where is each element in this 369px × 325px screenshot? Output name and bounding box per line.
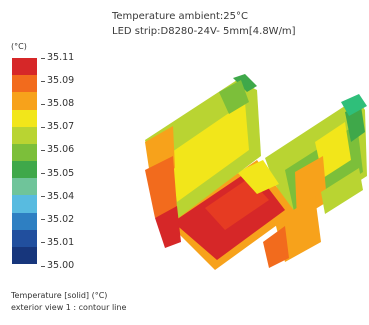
- tick-mark: [41, 80, 45, 82]
- color-scale-segment: [12, 161, 37, 179]
- color-scale-segment: [12, 246, 37, 265]
- tick-mark: [41, 265, 45, 267]
- color-scale-segment: [12, 75, 37, 93]
- right-edge: [263, 168, 363, 268]
- color-scale-segment: [12, 126, 37, 144]
- color-scale-segment: [12, 178, 37, 196]
- tick-mark: [41, 173, 45, 175]
- thermal-model-view: [145, 74, 367, 270]
- led-strip-text: LED strip:D8280-24V- 5mm[4.8W/m]: [112, 26, 296, 37]
- color-scale-tick: 35.06: [41, 144, 74, 156]
- color-scale-tick: 35.09: [41, 75, 74, 87]
- tick-label: 35.01: [47, 236, 75, 248]
- view-name-text: exterior view 1 : contour line: [11, 303, 127, 312]
- color-scale-tick: 35.11: [41, 52, 74, 64]
- color-scale-tick: 35.04: [41, 191, 74, 203]
- color-scale-segment: [12, 58, 37, 76]
- color-scale-tick: 35.01: [41, 237, 74, 249]
- legend-unit: (°C): [11, 42, 27, 51]
- color-scale-tick: 35.00: [41, 260, 74, 272]
- tick-label: 35.04: [47, 190, 75, 202]
- tick-label: 35.07: [47, 121, 75, 133]
- color-scale-segment: [12, 143, 37, 162]
- result-type-text: Temperature [solid] (°C): [11, 291, 108, 300]
- tick-label: 35.06: [47, 144, 75, 156]
- color-scale-segment: [12, 229, 37, 247]
- color-scale-labels: 35.11 35.09 35.08 35.07 35.06 35.05 35.04 35.02…: [41, 52, 81, 271]
- color-scale-segment: [12, 212, 37, 230]
- front-wall: [145, 74, 261, 248]
- color-scale-bar: [12, 58, 37, 265]
- tick-label: 35.05: [47, 167, 75, 179]
- tick-mark: [41, 219, 45, 221]
- tick-mark: [41, 103, 45, 105]
- color-scale-segment: [12, 109, 37, 127]
- ambient-temperature-text: Temperature ambient:25°C: [112, 11, 249, 22]
- channel-floor: [167, 160, 295, 270]
- tick-mark: [41, 57, 45, 59]
- color-scale-segment: [12, 195, 37, 213]
- tick-label: 35.09: [47, 75, 75, 87]
- tick-mark: [41, 242, 45, 244]
- color-scale-tick: 35.02: [41, 214, 74, 226]
- view-caption: Temperature [solid] (°C) exterior view 1…: [11, 290, 126, 314]
- color-scale-tick: 35.05: [41, 168, 74, 180]
- tick-label: 35.11: [47, 52, 75, 63]
- tick-mark: [41, 126, 45, 128]
- tick-label: 35.02: [47, 213, 75, 225]
- color-scale-tick: 35.08: [41, 98, 74, 110]
- color-scale-tick: 35.07: [41, 121, 74, 133]
- tick-mark: [41, 196, 45, 198]
- tick-mark: [41, 149, 45, 151]
- tick-label: 35.00: [47, 260, 75, 271]
- tick-label: 35.08: [47, 98, 75, 110]
- simulation-header: Temperature ambient:25°C LED strip:D8280…: [112, 9, 296, 39]
- color-scale-segment: [12, 92, 37, 110]
